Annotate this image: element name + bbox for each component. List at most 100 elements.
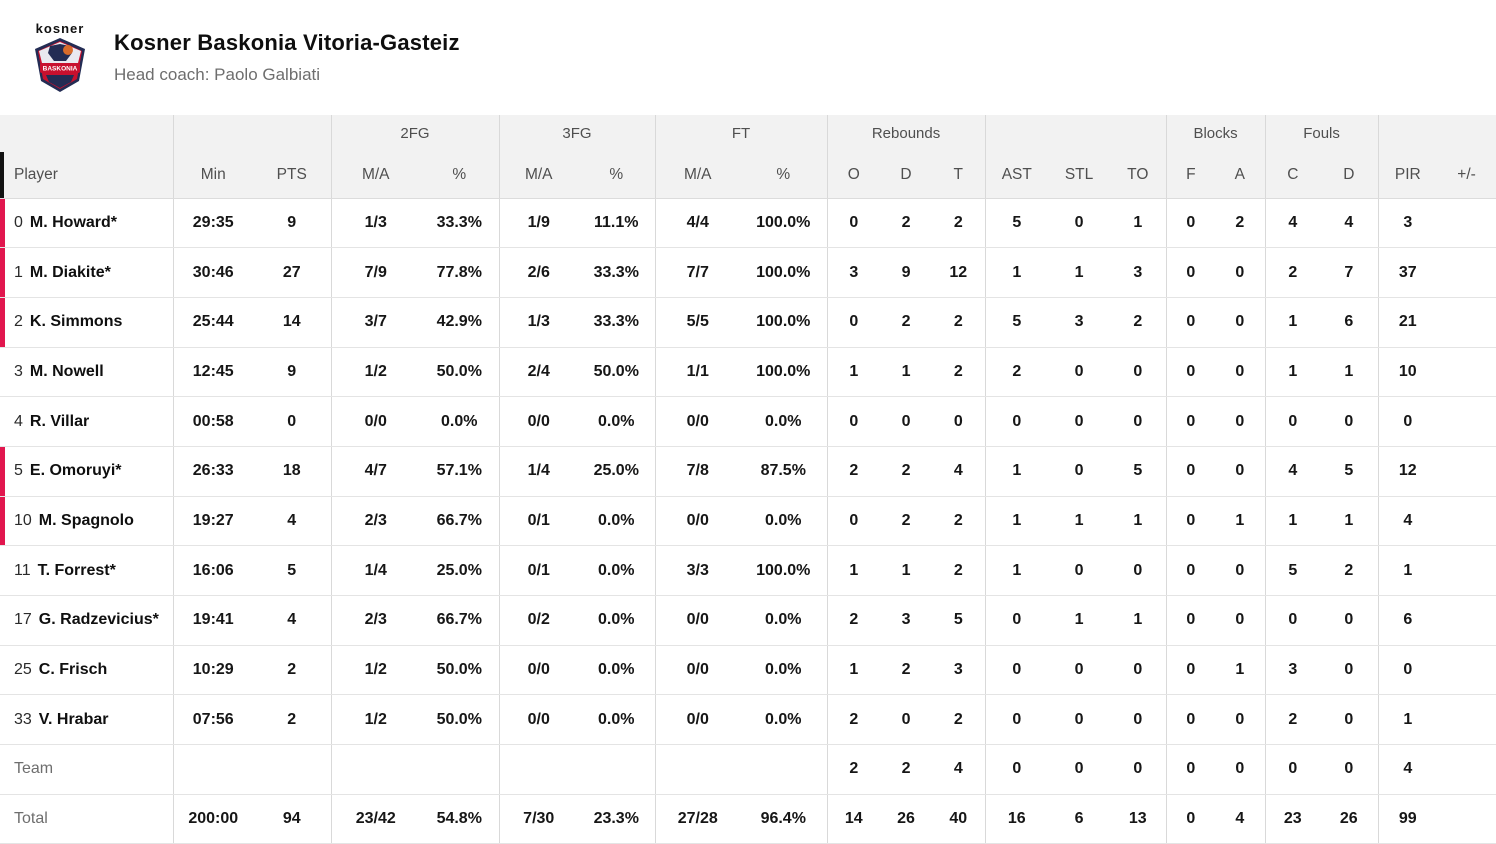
- column-header-blocks-a: A: [1215, 152, 1266, 199]
- stat-cell: 25.0%: [578, 446, 655, 497]
- stat-cell: 2: [880, 446, 933, 497]
- stat-cell: 33.3%: [420, 198, 499, 249]
- player-cell: 4 R. Villar: [0, 396, 173, 447]
- stat-cell: 3: [1377, 198, 1438, 249]
- stat-cell: 1/3: [330, 198, 420, 249]
- stat-cell: 1/2: [330, 645, 420, 696]
- stat-cell: 5: [253, 545, 331, 596]
- player-cell: 0 M. Howard*: [0, 198, 173, 249]
- column-header-reb-o: O: [826, 152, 881, 199]
- stat-cell: 16:06: [172, 545, 253, 596]
- column-header-3fg-ma: M/A: [498, 152, 578, 199]
- player-row: 25 C. Frisch 10:29 2 1/2 50.0% 0/0 0.0% 0/0 0.0% 1…: [0, 645, 1496, 696]
- stat-cell: 0: [1048, 545, 1111, 596]
- team-name: Kosner Baskonia Vitoria-Gasteiz: [114, 30, 460, 55]
- stat-cell: 0: [1165, 198, 1216, 249]
- stat-cell: 0/0: [498, 694, 578, 746]
- stat-cell: 9: [880, 247, 933, 298]
- on-court-indicator: [0, 248, 5, 297]
- player-row: 33 V. Hrabar 07:56 2 1/2 50.0% 0/0 0.0% 0/0 0.0% 2…: [0, 694, 1496, 746]
- stat-cell: 0: [1377, 396, 1438, 447]
- stat-cell: 4: [253, 595, 331, 646]
- player-name: R. Villar: [29, 412, 90, 430]
- stat-cell: 0: [1165, 496, 1216, 547]
- stat-cell: 0.0%: [578, 694, 655, 746]
- stat-cell: 4: [1215, 794, 1266, 844]
- logo-brand-text: kosner: [35, 21, 85, 36]
- stat-cell: 1: [984, 247, 1049, 298]
- player-row: 1 M. Diakite* 30:46 27 7/9 77.8% 2/6 33.3% 7/7 10…: [0, 247, 1496, 298]
- stat-cell: 6: [1377, 595, 1438, 646]
- stat-cell: 0: [1165, 694, 1216, 746]
- jersey-number: 25: [14, 661, 32, 679]
- stat-cell: 77.8%: [420, 247, 499, 298]
- player-name: M. Diakite*: [29, 263, 111, 281]
- stat-cell: [1437, 694, 1496, 746]
- stat-cell: 12:45: [172, 347, 253, 398]
- stat-cell: 0: [1377, 645, 1438, 696]
- stat-cell: 1: [1048, 247, 1111, 298]
- stat-cell: 1/4: [498, 446, 578, 497]
- stat-cell: 2/3: [330, 595, 420, 646]
- stat-cell: 66.7%: [420, 595, 499, 646]
- stat-cell: [253, 744, 331, 795]
- stat-cell: 99: [1377, 794, 1438, 844]
- stat-cell: 0: [1165, 595, 1216, 646]
- total-row-label: Total: [0, 794, 173, 844]
- stat-cell: 11.1%: [578, 198, 655, 249]
- stat-cell: 2: [826, 595, 881, 646]
- stat-cell: 4/4: [654, 198, 740, 249]
- stat-cell: 1: [880, 347, 933, 398]
- player-name: E. Omoruyi*: [29, 462, 122, 480]
- stat-cell: 2: [880, 744, 933, 795]
- stat-cell: 0: [1320, 595, 1379, 646]
- stat-cell: [420, 744, 499, 795]
- stat-cell: 1/1: [654, 347, 740, 398]
- stat-cell: [1437, 198, 1496, 249]
- jersey-number: 11: [14, 561, 31, 579]
- stat-cell: 1: [1264, 297, 1321, 348]
- column-header-reb-t: T: [932, 152, 986, 199]
- group-header-row: 2FG 3FG FT Rebounds Blocks Fouls: [0, 115, 1496, 152]
- stat-cell: 0: [1165, 347, 1216, 398]
- stat-cell: 5: [1320, 446, 1379, 497]
- stat-cell: 0: [1048, 744, 1111, 795]
- stat-cell: 5: [984, 198, 1049, 249]
- column-header-2fg-ma: M/A: [330, 152, 420, 199]
- player-cell: 5 E. Omoruyi*: [0, 446, 173, 497]
- stat-cell: 1: [1048, 595, 1111, 646]
- stat-cell: 0: [1165, 247, 1216, 298]
- stat-cell: 1: [1320, 347, 1379, 398]
- column-header-reb-d: D: [880, 152, 933, 199]
- stat-cell: 7/7: [654, 247, 740, 298]
- stat-cell: [172, 744, 253, 795]
- stat-cell: 0: [1165, 744, 1216, 795]
- player-name: V. Hrabar: [38, 710, 109, 728]
- stat-cell: 27: [253, 247, 331, 298]
- column-header-row: Player Min PTS M/A % M/A % M/A % O D T A…: [0, 152, 1496, 199]
- stat-cell: 0: [1165, 645, 1216, 696]
- player-row: 17 G. Radzevicius* 19:41 4 2/3 66.7% 0/2 0.0% 0/…: [0, 595, 1496, 646]
- column-header-pir: PIR: [1377, 152, 1438, 199]
- player-name: M. Spagnolo: [38, 511, 134, 529]
- stat-cell: 21: [1377, 297, 1438, 348]
- stat-cell: 0: [1264, 744, 1321, 795]
- stat-cell: 2/6: [498, 247, 578, 298]
- stat-cell: 2: [826, 694, 881, 746]
- group-header-rebounds: Rebounds: [826, 115, 986, 152]
- stat-cell: 33.3%: [578, 247, 655, 298]
- stat-cell: 0: [826, 396, 881, 447]
- stat-cell: 2: [1110, 297, 1167, 348]
- stat-cell: 9: [253, 198, 331, 249]
- stat-cell: 42.9%: [420, 297, 499, 348]
- stat-cell: 0: [1165, 396, 1216, 447]
- jersey-number: 17: [14, 611, 32, 629]
- stat-cell: 0: [984, 396, 1049, 447]
- stat-cell: [1437, 794, 1496, 844]
- column-header-player: Player: [0, 152, 173, 199]
- stat-cell: 14: [253, 297, 331, 348]
- baskonia-shield-icon: BASKONIA: [35, 38, 85, 92]
- stat-cell: 1: [826, 645, 881, 696]
- stat-cell: 2/3: [330, 496, 420, 547]
- stat-cell: 0: [984, 744, 1049, 795]
